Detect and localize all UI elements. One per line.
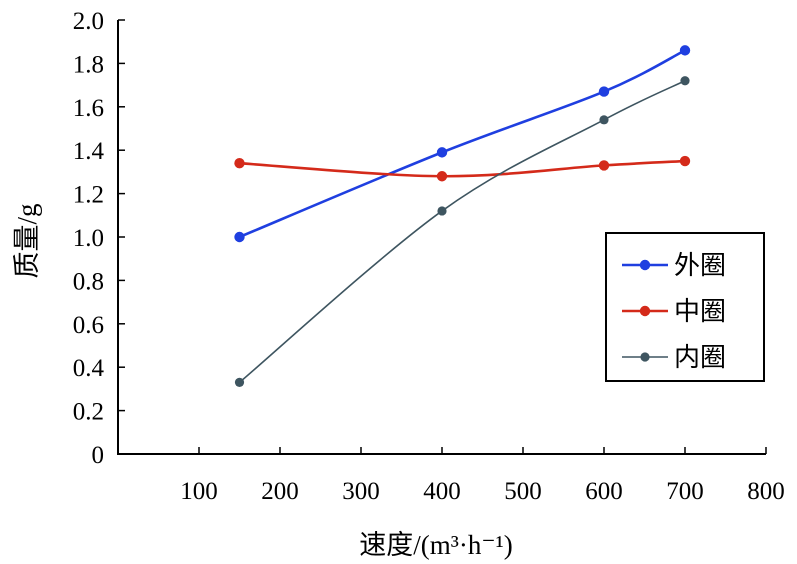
legend-item: 内圈 — [622, 343, 726, 372]
series-2 — [234, 155, 691, 182]
data-point — [598, 86, 610, 97]
data-point — [234, 231, 245, 243]
x-tick-label: 700 — [666, 478, 704, 505]
y-tick-label: 1.6 — [73, 95, 104, 122]
x-tick-label: 200 — [261, 478, 299, 505]
data-point — [680, 76, 690, 86]
legend-label: 中圈 — [674, 297, 726, 326]
y-tick-label: 1.0 — [73, 225, 104, 252]
series-line — [239, 159, 686, 178]
data-point — [679, 45, 691, 56]
y-axis-title: 质量/g — [12, 203, 42, 278]
y-tick-label: 1.2 — [73, 182, 104, 209]
data-point — [436, 171, 448, 182]
data-point — [679, 155, 691, 167]
series-1 — [234, 45, 691, 243]
y-tick-label: 0 — [92, 442, 105, 469]
data-point — [436, 147, 448, 158]
legend-label: 内圈 — [674, 343, 726, 372]
data-point — [234, 377, 245, 387]
y-tick-label: 1.4 — [73, 138, 105, 165]
legend-marker — [639, 305, 651, 317]
x-axis-title: 速度/(m³·h⁻¹) — [359, 530, 512, 560]
x-tick-label: 100 — [180, 478, 218, 505]
x-tick-label: 300 — [342, 478, 380, 505]
y-tick-label: 0.6 — [73, 312, 104, 339]
data-point — [598, 160, 610, 171]
data-point — [234, 158, 245, 169]
legend-item: 外圈 — [622, 251, 726, 280]
y-tick-label: 2.0 — [73, 8, 104, 35]
series-line — [238, 49, 686, 239]
y-tick-label: 0.8 — [73, 268, 104, 295]
y-tick-label: 0.2 — [73, 399, 104, 426]
legend-label: 外圈 — [674, 251, 726, 280]
y-tick-label: 1.8 — [73, 51, 104, 78]
legend-marker — [640, 352, 650, 362]
x-tick-label: 600 — [585, 478, 623, 505]
series-group — [234, 45, 691, 387]
legend-item: 中圈 — [622, 297, 726, 326]
y-tick-label: 0.4 — [73, 355, 105, 382]
x-tick-label: 800 — [747, 478, 785, 505]
legend-marker — [639, 259, 651, 271]
data-point — [437, 206, 447, 216]
x-tick-label: 500 — [504, 478, 542, 505]
x-ticks: 100 200 300 400 500 600 700 800 — [180, 447, 785, 505]
series-line — [238, 80, 686, 384]
x-tick-label: 400 — [423, 478, 461, 505]
series-3 — [234, 76, 690, 387]
y-ticks: 0 0.2 0.4 0.6 0.8 1.0 1.2 1.4 1.6 1.8 2.0 — [73, 8, 125, 469]
data-point — [599, 115, 609, 125]
